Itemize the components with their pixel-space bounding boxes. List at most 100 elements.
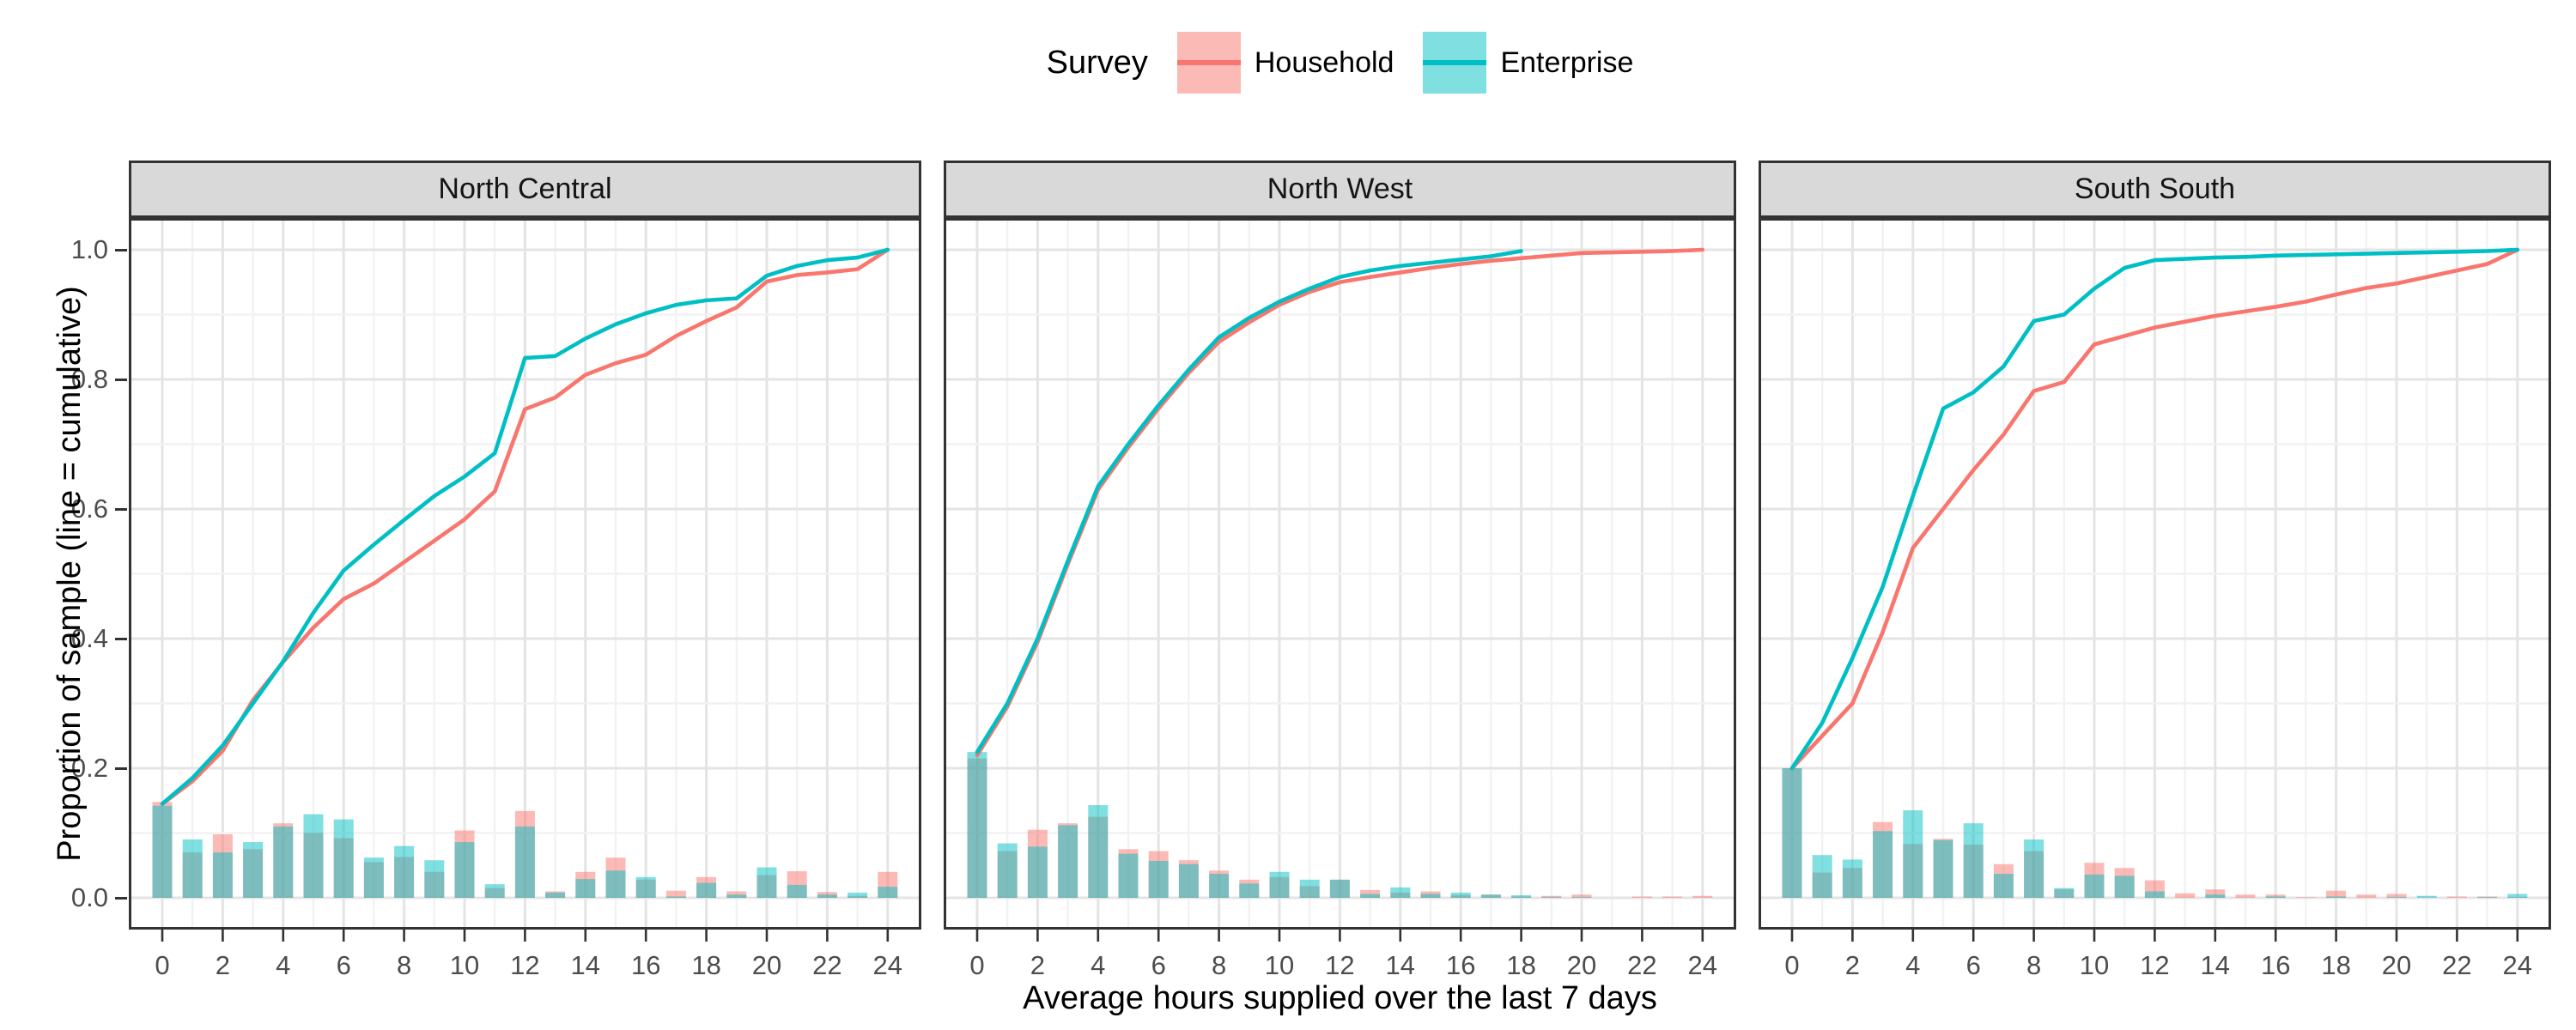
x-tick-label: 8 [2026,950,2041,980]
enterprise-bar [1269,871,1290,898]
x-tick-label: 22 [2442,950,2471,980]
enterprise-bar [303,814,324,898]
household-bar [2446,896,2467,898]
x-tick-label: 0 [1784,950,1799,980]
enterprise-bar [394,845,415,898]
panel-border [129,218,921,930]
facet-strip-north-west: North West [944,161,1736,218]
enterprise-bar [212,852,233,898]
household-bar [2265,894,2286,898]
enterprise-bar [243,842,264,898]
x-tick-label: 2 [1030,950,1045,980]
enterprise-bar [2326,896,2347,898]
x-tick-label: 0 [969,950,984,980]
enterprise-bar [665,896,686,898]
household-key-line-icon [1176,60,1241,65]
enterprise-bar [333,819,354,898]
enterprise-bar [2507,894,2528,898]
x-tick-label: 8 [1212,950,1226,980]
enterprise-bar [1178,863,1199,898]
y-tick-label: 0.2 [70,753,108,783]
legend-title: Survey [1046,44,1148,81]
legend: Survey Household Enterprise [129,24,2551,101]
y-tick-label: 0.0 [70,882,108,912]
x-tick-label: 16 [1446,950,1475,980]
enterprise-key-line-icon [1423,60,1487,65]
enterprise-bar [1903,810,1923,898]
enterprise-bars [967,752,1592,898]
plot-area-north-central: 0 2 4 6 8 10 12 14 16 18 20 22 24 [129,218,921,980]
x-tick-label: 12 [510,950,539,980]
x-tick-label: 12 [2140,950,2169,980]
y-tick-mark [115,896,127,900]
enterprise-bar [1088,805,1109,898]
y-tick-mark [115,637,127,640]
enterprise-bar [967,752,987,898]
x-tick-label: 12 [1325,950,1354,980]
enterprise-bars [152,805,898,898]
household-key-swatch [1176,32,1241,94]
x-tick-label: 10 [1265,950,1294,980]
y-axis-title: Proportion of sample (line = cumulative) [12,218,88,930]
enterprise-bar [878,887,898,898]
x-tick-label: 24 [1688,950,1717,980]
x-tick-label: 8 [397,950,411,980]
household-bar [1692,895,1713,898]
enterprise-line [1789,247,2520,771]
enterprise-bar [1420,894,1441,898]
enterprise-bar [1963,823,1984,898]
x-tick-label: 10 [2080,950,2109,980]
household-bar [2175,893,2196,898]
enterprise-bar [575,879,596,898]
y-tick-label: 0.8 [70,364,108,394]
enterprise-bar [1058,825,1078,898]
enterprise-bar [1993,874,2014,898]
enterprise-bar [2265,896,2286,898]
x-tick-label: 20 [2382,950,2411,980]
y-tick-label: 1.0 [70,234,108,264]
enterprise-bars [1782,768,2528,898]
enterprise-bar [2084,874,2105,898]
household-bar [2386,894,2407,898]
x-tick-label: 2 [1845,950,1860,980]
enterprise-line [160,247,890,806]
household-bar [2205,889,2226,898]
household-bar [2326,890,2347,898]
enterprise-bar [2386,897,2407,898]
enterprise-bar [1118,853,1139,898]
x-tick-label: 18 [691,950,720,980]
x-tick-label: 14 [571,950,600,980]
household-bar [2295,897,2316,898]
plot-area-south-south: 0 2 4 6 8 10 12 14 16 18 20 22 24 [1759,218,2551,980]
household-bar [2356,894,2377,898]
y-axis-title-text: Proportion of sample (line = cumulative) [52,286,88,862]
enterprise-bar [1571,897,1592,898]
household-bar [1631,896,1652,898]
enterprise-bar [696,882,717,898]
enterprise-bar [1027,846,1048,898]
facet-panel-south-south: South South 0 2 4 6 8 10 12 14 16 18 20 22 24 [1759,161,2551,999]
enterprise-bar [2144,891,2165,898]
enterprise-bar [182,839,203,898]
x-tick-label: 14 [2201,950,2230,980]
facet-strip-south-south: South South [1759,161,2551,218]
household-line [1789,247,2520,771]
x-tick-label: 16 [2261,950,2290,980]
enterprise-bar [1541,897,1562,898]
y-tick-mark [115,766,127,770]
x-tick-label: 20 [1567,950,1596,980]
x-tick-label: 2 [216,950,230,980]
household-bar [665,890,686,898]
enterprise-bar [514,826,535,898]
enterprise-bar [363,857,384,898]
enterprise-bar [2416,895,2437,898]
enterprise-bar [545,892,566,898]
enterprise-bar [1239,883,1260,898]
x-tick-label: 6 [1151,950,1166,980]
x-axis-title: Average hours supplied over the last 7 d… [1023,980,1657,1016]
enterprise-bar [1329,879,1350,898]
x-tick-label: 4 [1905,950,1920,980]
facet-strip-north-central: North Central [129,161,921,218]
x-tick-label: 22 [1627,950,1656,980]
x-tick-label: 6 [1966,950,1981,980]
